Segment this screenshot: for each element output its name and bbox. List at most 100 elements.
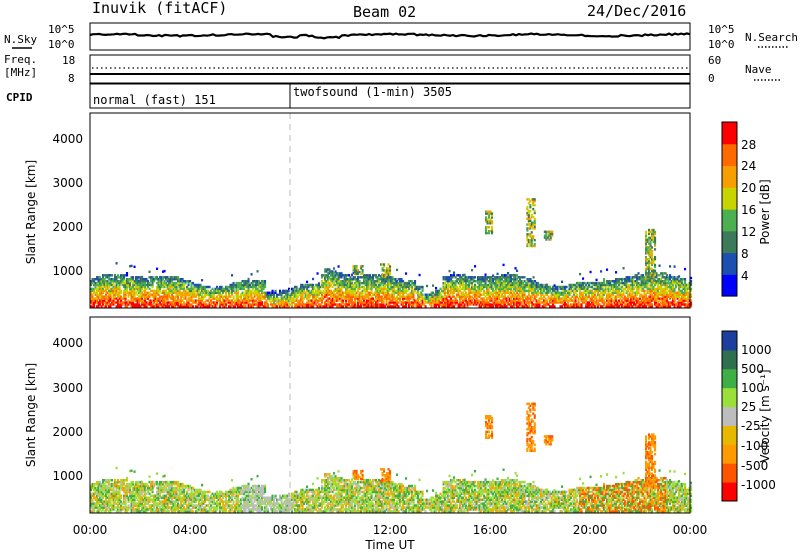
- power-cell: [351, 295, 354, 298]
- power-cell: [351, 297, 354, 300]
- power-cell: [231, 287, 234, 291]
- power-cell: [574, 299, 577, 302]
- power-cell: [501, 305, 504, 308]
- power-cell: [612, 285, 615, 289]
- power-cell: [646, 299, 649, 302]
- power-cell: [210, 303, 213, 306]
- power-cell: [462, 287, 465, 291]
- power-cell: [253, 289, 256, 293]
- power-cell: [534, 295, 537, 298]
- power-cell: [496, 301, 499, 304]
- velocity-cell: [94, 504, 97, 507]
- power-cell: [654, 242, 657, 245]
- power-cell: [333, 278, 336, 281]
- power-cell: [652, 297, 655, 300]
- power-cell: [138, 301, 141, 304]
- power-cell: [249, 299, 252, 302]
- power-cell: [328, 291, 331, 294]
- power-cell: [237, 303, 240, 306]
- power-cell: [667, 293, 670, 296]
- power-cell: [208, 305, 211, 308]
- power-cell: [151, 283, 154, 287]
- power-cell: [193, 299, 196, 302]
- power-cell: [165, 293, 168, 296]
- power-cell: [664, 301, 667, 304]
- power-cell: [483, 303, 486, 306]
- power-cell: [525, 303, 528, 306]
- power-cell: [504, 280, 507, 283]
- power-cell: [115, 287, 118, 291]
- power-cell: [349, 299, 352, 302]
- power-cell: [640, 283, 643, 287]
- power-cell: [220, 289, 223, 293]
- power-cell: [346, 305, 349, 308]
- power-cell: [655, 272, 658, 275]
- power-cell: [639, 297, 642, 300]
- power-cell: [538, 297, 541, 300]
- power-cell: [322, 289, 325, 293]
- power-cell: [640, 285, 643, 289]
- power-cell: [685, 285, 688, 289]
- power-cell: [462, 305, 465, 308]
- power-cell: [147, 295, 150, 298]
- power-cell: [298, 299, 301, 302]
- power-cell: [597, 285, 600, 289]
- power-cell: [334, 297, 337, 300]
- power-cell: [532, 303, 535, 306]
- power-cell: [144, 293, 147, 296]
- power-cell: [651, 295, 654, 298]
- power-cell: [562, 293, 565, 296]
- power-cell: [507, 278, 510, 281]
- power-cell: [597, 289, 600, 293]
- power-cell: [531, 289, 534, 293]
- power-cell: [669, 281, 672, 285]
- power-cell: [322, 274, 325, 277]
- power-cell: [184, 305, 187, 308]
- power-cell: [646, 297, 649, 300]
- power-cell: [415, 303, 418, 306]
- power-cell: [195, 283, 198, 287]
- power-cell: [106, 276, 109, 279]
- power-cell: [261, 280, 264, 283]
- power-cell: [186, 299, 189, 302]
- power-cell: [534, 287, 537, 291]
- power-cell: [384, 291, 387, 294]
- power-cell: [528, 291, 531, 294]
- power-cell: [571, 283, 574, 287]
- power-cell: [282, 303, 285, 306]
- power-cell: [640, 287, 643, 291]
- power-cell: [625, 283, 628, 287]
- power-cell: [102, 283, 105, 287]
- power-cell: [684, 303, 687, 306]
- power-cell: [102, 287, 105, 291]
- power-cell: [373, 299, 376, 302]
- power-cell: [514, 276, 517, 279]
- power-cell: [273, 301, 276, 304]
- power-cell: [529, 297, 532, 300]
- power-cell: [417, 289, 420, 293]
- power-cell: [652, 287, 655, 291]
- power-cell: [618, 287, 621, 291]
- power-cell: [504, 285, 507, 289]
- power-cell: [603, 293, 606, 296]
- power-cell: [564, 305, 567, 308]
- power-cell: [651, 252, 654, 255]
- power-cell: [430, 299, 433, 302]
- power-cell: [198, 301, 201, 304]
- power-cell: [387, 287, 390, 291]
- power-cell: [99, 295, 102, 298]
- power-cell: [135, 299, 138, 302]
- power-cell: [379, 289, 382, 293]
- power-cell: [645, 230, 648, 234]
- power-cell: [654, 248, 657, 251]
- power-cell: [195, 299, 198, 302]
- power-cell: [454, 285, 457, 289]
- power-cell: [582, 287, 585, 291]
- power-cell: [327, 297, 330, 300]
- power-cell: [645, 263, 648, 267]
- power-cell: [123, 295, 126, 298]
- power-cell: [672, 287, 675, 291]
- power-cell: [553, 291, 556, 294]
- power-cell: [372, 297, 375, 300]
- power-cell: [664, 276, 667, 279]
